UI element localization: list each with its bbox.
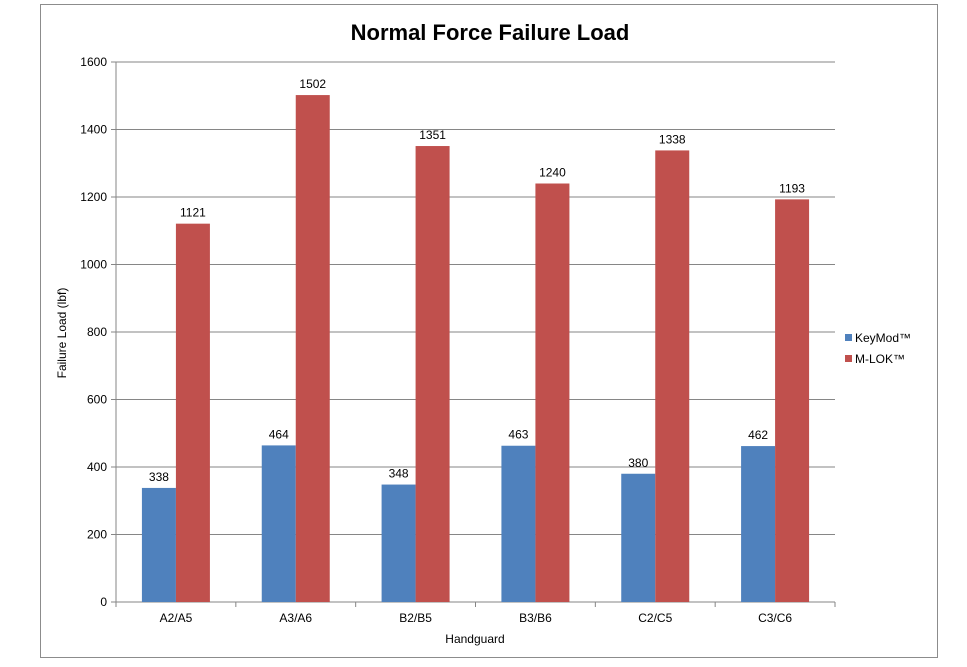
data-label: 338 (149, 470, 169, 484)
data-label: 348 (389, 467, 409, 481)
legend-label: M-LOK™ (855, 352, 905, 366)
data-label: 1351 (419, 128, 446, 142)
legend-swatch (845, 355, 852, 362)
data-label: 463 (508, 428, 528, 442)
bar-mlok (295, 95, 330, 602)
x-tick-label: C2/C5 (638, 611, 672, 625)
x-tick-label: A3/A6 (279, 611, 312, 625)
y-tick-label: 600 (87, 393, 107, 407)
bar-mlok (535, 183, 570, 602)
data-label: 462 (748, 428, 768, 442)
x-tick-label: B2/B5 (399, 611, 432, 625)
legend-swatch (845, 334, 852, 341)
y-tick-label: 400 (87, 460, 107, 474)
bar-keymod (621, 473, 656, 602)
bar-mlok (655, 150, 690, 603)
legend-label: KeyMod™ (855, 331, 911, 345)
bar-mlok (175, 223, 210, 602)
bar-keymod (141, 487, 176, 602)
x-axis-title: Handguard (445, 632, 504, 646)
x-tick-labels: A2/A5 A3/A6 B2/B5 B3/B6 C2/C5 C3/C6 (160, 611, 793, 625)
bar-keymod (261, 445, 296, 602)
data-label: 464 (269, 427, 289, 441)
chart: Normal Force Failure Load 0 200 400 600 800 1… (55, 20, 911, 646)
y-tick-label: 800 (87, 325, 107, 339)
x-tick-label: A2/A5 (160, 611, 193, 625)
legend: KeyMod™ M-LOK™ (845, 331, 911, 366)
y-tick-label: 1200 (80, 190, 107, 204)
bars (141, 95, 810, 603)
y-tick-label: 0 (100, 595, 107, 609)
x-tick-label: C3/C6 (758, 611, 792, 625)
bar-mlok (775, 199, 810, 603)
data-label: 380 (628, 456, 648, 470)
axes (111, 61, 836, 607)
data-label: 1502 (299, 77, 326, 91)
x-tick-label: B3/B6 (519, 611, 552, 625)
bar-keymod (741, 446, 776, 602)
bar-keymod (501, 445, 536, 602)
data-labels: 338 1121 464 1502 348 1351 463 1240 380 1338 462 11… (149, 77, 805, 484)
gridlines (116, 61, 835, 535)
y-tick-label: 1000 (80, 258, 107, 272)
chart-title: Normal Force Failure Load (351, 20, 630, 45)
y-tick-label: 1600 (80, 55, 107, 69)
data-label: 1193 (779, 181, 805, 195)
data-label: 1121 (180, 206, 206, 220)
y-tick-label: 1400 (80, 123, 107, 137)
data-label: 1240 (539, 166, 566, 180)
y-tick-label: 200 (87, 528, 107, 542)
data-label: 1338 (659, 132, 686, 146)
chart-frame: Normal Force Failure Load 0 200 400 600 800 1… (40, 4, 938, 658)
y-axis-title: Failure Load (lbf) (55, 288, 69, 379)
bar-keymod (381, 484, 416, 602)
y-tick-labels: 0 200 400 600 800 1000 1200 1400 1600 (80, 55, 107, 609)
bar-mlok (415, 146, 450, 602)
